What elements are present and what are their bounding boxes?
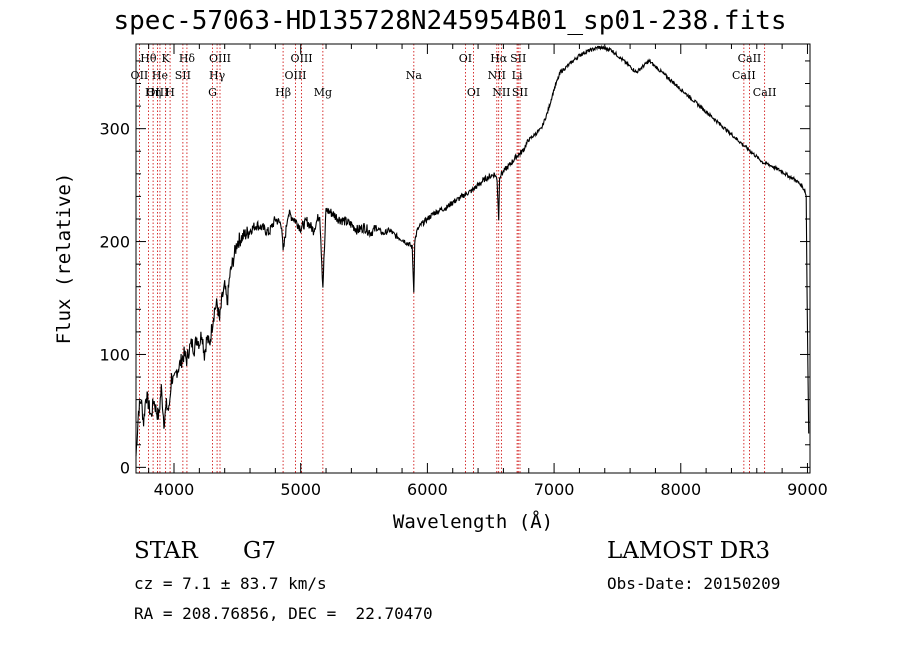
line-marker-label: Hη xyxy=(145,86,161,99)
line-marker-label: Hδ xyxy=(179,52,196,65)
line-marker-label: SII xyxy=(512,86,528,99)
object-class: G7 xyxy=(243,538,277,564)
line-marker-label: CaII xyxy=(732,69,756,82)
x-tick-label: 9000 xyxy=(787,480,828,499)
line-marker-label: OIII xyxy=(291,52,313,65)
line-marker-label: He xyxy=(152,69,168,82)
axis-ticks: 4000 5000 6000 7000 8000 9000 0 100 200 300 xyxy=(99,44,828,499)
line-marker-label: SII xyxy=(510,52,526,65)
line-marker-label: OIII xyxy=(209,52,231,65)
ra-dec: RA = 208.76856, DEC = 22.70470 xyxy=(134,604,433,623)
x-tick-label: 8000 xyxy=(660,480,701,499)
line-marker-label: OIII xyxy=(284,69,306,82)
line-marker-label: OII xyxy=(131,69,149,82)
plot-frame xyxy=(135,43,811,474)
chart-title: spec-57063-HD135728N245954B01_sp01-238.f… xyxy=(113,6,787,36)
x-tick-label: 7000 xyxy=(534,480,575,499)
line-markers xyxy=(139,44,766,473)
y-tick-label: 100 xyxy=(99,345,130,364)
line-marker-label: NII xyxy=(492,86,510,99)
x-tick-label: 4000 xyxy=(154,480,195,499)
line-marker-label: Na xyxy=(406,69,423,82)
y-axis-label: Flux (relative) xyxy=(53,173,75,345)
line-marker-label: NII xyxy=(488,69,506,82)
line-marker-label: Mg xyxy=(314,86,332,99)
line-marker-label: K xyxy=(162,52,171,65)
line-marker-label: CaII xyxy=(738,52,762,65)
x-axis-label: Wavelength (Å) xyxy=(393,510,553,533)
redshift-cz: cz = 7.1 ± 83.7 km/s xyxy=(134,574,327,593)
obs-date: Obs-Date: 20150209 xyxy=(607,574,781,593)
spectrum-line xyxy=(135,44,810,457)
object-type: STAR xyxy=(134,538,198,564)
line-marker-label: OI xyxy=(467,86,480,99)
survey-name: LAMOST DR3 xyxy=(607,538,771,564)
line-marker-label: CaII xyxy=(753,86,777,99)
line-marker-label: H xyxy=(165,86,175,99)
x-tick-label: 5000 xyxy=(280,480,321,499)
line-marker-label: Li xyxy=(512,69,523,82)
line-marker-label: Hγ xyxy=(209,69,226,82)
y-tick-label: 200 xyxy=(99,233,130,252)
x-tick-label: 6000 xyxy=(407,480,448,499)
line-marker-label: OI xyxy=(459,52,472,65)
line-marker-label: G xyxy=(208,86,217,99)
y-tick-label: 300 xyxy=(99,120,130,139)
line-marker-label: OIII xyxy=(146,86,168,99)
y-tick-label: 0 xyxy=(120,458,130,477)
line-marker-label: Hβ xyxy=(275,86,291,99)
line-marker-label: Hθ xyxy=(140,52,157,65)
line-marker-label: SII xyxy=(175,69,191,82)
line-marker-label: Hα xyxy=(490,52,508,65)
